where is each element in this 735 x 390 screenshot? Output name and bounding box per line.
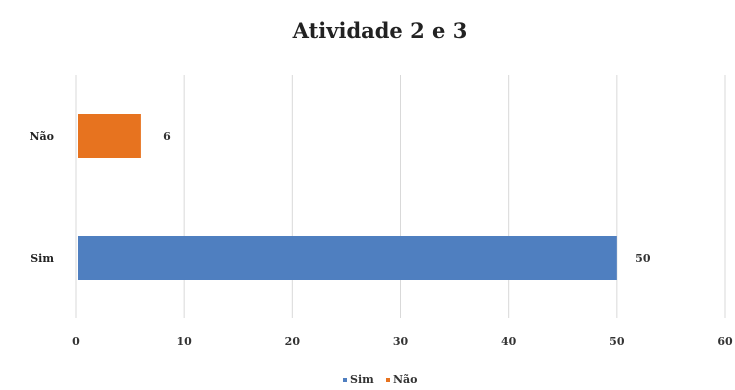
x-tick-label: 50 [609,335,625,348]
x-tick-label: 10 [177,335,193,348]
bar-nao [78,114,141,158]
gridlines [75,75,726,318]
x-axis-ticks: 0 10 20 30 40 50 60 [72,335,733,348]
bars: 50 6 [78,114,651,280]
legend-label: Não [393,373,418,386]
x-tick-label: 60 [717,335,733,348]
y-axis-categories: Sim Não [29,130,54,265]
legend: Sim Não [343,373,418,386]
chart-title: Atividade 2 e 3 [292,18,468,43]
x-tick-label: 30 [393,335,409,348]
legend-swatch [343,378,347,382]
category-label: Sim [30,252,54,265]
x-tick-label: 0 [72,335,80,348]
legend-label: Sim [350,373,374,386]
bar-sim [78,236,617,280]
category-label: Não [29,130,54,143]
data-label: 6 [163,130,171,143]
data-label: 50 [635,252,651,265]
x-tick-label: 20 [285,335,301,348]
legend-swatch [386,378,390,382]
x-tick-label: 40 [501,335,517,348]
